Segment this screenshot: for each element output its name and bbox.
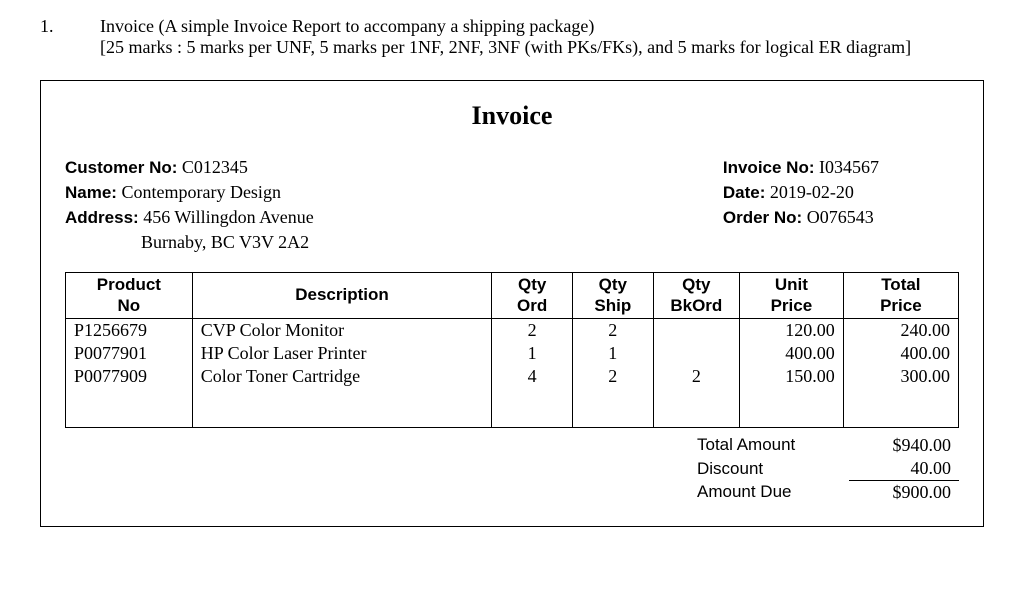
- question-number: 1.: [40, 16, 60, 58]
- cell-description: CVP Color Monitor: [192, 318, 492, 342]
- table-row: P1256679 CVP Color Monitor 2 2 120.00 24…: [66, 318, 959, 342]
- col-qty-ship-text: QtyShip: [594, 275, 631, 314]
- invoice-no: I034567: [819, 157, 879, 177]
- cell-description: Color Toner Cartridge: [192, 365, 492, 428]
- cell-total-price: 300.00: [843, 365, 958, 428]
- table-row: P0077901 HP Color Laser Printer 1 1 400.…: [66, 342, 959, 365]
- question-text: Invoice (A simple Invoice Report to acco…: [100, 16, 911, 58]
- question-header: 1. Invoice (A simple Invoice Report to a…: [40, 16, 984, 58]
- col-qty-ord-text: QtyOrd: [517, 275, 547, 314]
- customer-name: Contemporary Design: [121, 182, 280, 202]
- cell-qty-ord: 4: [492, 365, 573, 428]
- cell-product-no: P0077901: [66, 342, 193, 365]
- col-total-price-text: TotalPrice: [880, 275, 922, 314]
- order-no-label: Order No:: [723, 208, 802, 227]
- invoice-title: Invoice: [65, 101, 959, 131]
- invoice-info: Customer No: C012345 Name: Contemporary …: [65, 155, 959, 254]
- cell-total-price: 240.00: [843, 318, 958, 342]
- total-amount: $940.00: [849, 434, 959, 457]
- cell-qty-ship: 1: [572, 342, 653, 365]
- question-line2: [25 marks : 5 marks per UNF, 5 marks per…: [100, 37, 911, 58]
- totals-block: Total Amount $940.00 Discount 40.00 Amou…: [65, 434, 959, 504]
- cell-product-no: P0077909: [66, 365, 193, 428]
- customer-no: C012345: [182, 157, 248, 177]
- cell-unit-price: 400.00: [740, 342, 844, 365]
- date-label: Date:: [723, 183, 766, 202]
- cell-qty-bkord: [653, 318, 739, 342]
- col-qty-bkord: QtyBkOrd: [653, 273, 739, 319]
- address-label: Address:: [65, 208, 139, 227]
- cell-qty-ord: 2: [492, 318, 573, 342]
- cell-qty-ord: 1: [492, 342, 573, 365]
- cell-total-price: 400.00: [843, 342, 958, 365]
- invoice-no-label: Invoice No:: [723, 158, 815, 177]
- customer-no-label: Customer No:: [65, 158, 177, 177]
- col-description: Description: [192, 273, 492, 319]
- invoice-meta: Invoice No: I034567 Date: 2019-02-20 Ord…: [723, 155, 879, 254]
- col-unit-price-text: UnitPrice: [771, 275, 813, 314]
- col-qty-bkord-text: QtyBkOrd: [670, 275, 722, 314]
- table-row: P0077909 Color Toner Cartridge 4 2 2 150…: [66, 365, 959, 428]
- items-table: ProductNo Description QtyOrd QtyShip Qty…: [65, 272, 959, 428]
- col-unit-price: UnitPrice: [740, 273, 844, 319]
- invoice-box: Invoice Customer No: C012345 Name: Conte…: [40, 80, 984, 527]
- customer-info: Customer No: C012345 Name: Contemporary …: [65, 155, 314, 254]
- address-line2: Burnaby, BC V3V 2A2: [141, 232, 309, 252]
- question-line1: Invoice (A simple Invoice Report to acco…: [100, 16, 911, 37]
- cell-unit-price: 150.00: [740, 365, 844, 428]
- discount-label: Discount: [689, 457, 849, 481]
- amount-due: $900.00: [849, 480, 959, 504]
- amount-due-label: Amount Due: [689, 480, 849, 504]
- cell-qty-ship: 2: [572, 365, 653, 428]
- discount: 40.00: [849, 457, 959, 481]
- address-line1: 456 Willingdon Avenue: [143, 207, 314, 227]
- cell-description: HP Color Laser Printer: [192, 342, 492, 365]
- name-label: Name:: [65, 183, 117, 202]
- cell-product-no: P1256679: [66, 318, 193, 342]
- total-amount-label: Total Amount: [689, 434, 849, 457]
- totals-table: Total Amount $940.00 Discount 40.00 Amou…: [689, 434, 959, 504]
- cell-qty-ship: 2: [572, 318, 653, 342]
- cell-unit-price: 120.00: [740, 318, 844, 342]
- invoice-date: 2019-02-20: [770, 182, 854, 202]
- col-product-no-text: ProductNo: [97, 275, 161, 314]
- table-header-row: ProductNo Description QtyOrd QtyShip Qty…: [66, 273, 959, 319]
- order-no: O076543: [807, 207, 874, 227]
- col-qty-ship: QtyShip: [572, 273, 653, 319]
- col-qty-ord: QtyOrd: [492, 273, 573, 319]
- cell-qty-bkord: [653, 342, 739, 365]
- col-product-no: ProductNo: [66, 273, 193, 319]
- cell-qty-bkord: 2: [653, 365, 739, 428]
- col-total-price: TotalPrice: [843, 273, 958, 319]
